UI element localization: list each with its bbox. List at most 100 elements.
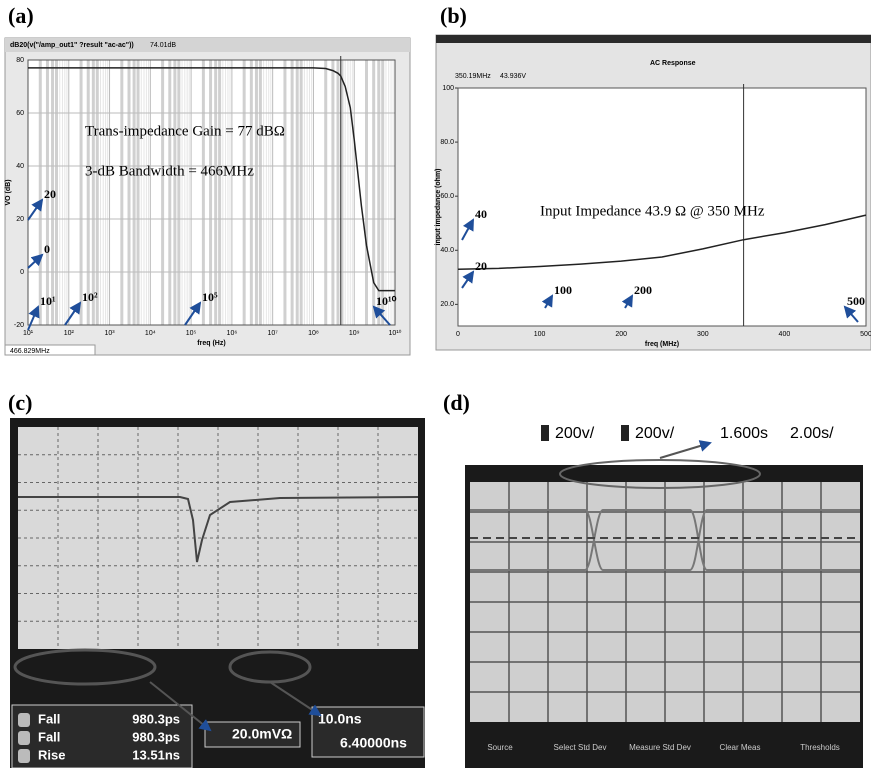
setting: 2.00s/ (790, 425, 834, 442)
x-tick-label: 10⁷ (268, 330, 279, 337)
y-axis-label: VO (dB) (5, 179, 12, 205)
scope-c-waveform (18, 496, 419, 563)
arrow (461, 218, 474, 241)
softkey: Select Std Dev (554, 743, 607, 752)
annotation: Input Impedance 43.9 Ω @ 350 MHz (540, 203, 765, 219)
row-value: 13.51ns (132, 747, 180, 762)
softkey: Source (487, 743, 513, 752)
softkey: Thresholds (800, 743, 840, 752)
panel-label: (c) (8, 390, 32, 415)
pointer (149, 681, 212, 732)
pointer (269, 681, 322, 717)
softkey: Measure Std Dev (629, 743, 691, 752)
line (28, 67, 395, 292)
header: dB20(v("/amp_out1" ?result "ac-ac")) (10, 42, 134, 49)
arrow-label: 10¹ (40, 294, 56, 308)
arrow (64, 301, 82, 326)
arrow (27, 253, 44, 269)
x-tick-label: 10¹ (23, 330, 34, 337)
arrow-label: 20 (475, 259, 487, 273)
setting: 1.600s (720, 425, 768, 442)
annotation: Trans-impedance Gain = 77 dBΩ (85, 123, 285, 139)
y-tick-label: 40.0 (440, 247, 454, 254)
pointer (659, 440, 712, 459)
eye-trace (470, 509, 860, 571)
cursor-label: 466.829MHz (10, 348, 50, 355)
softkey: Clear Meas (720, 743, 761, 752)
setting: 200v/ (555, 425, 595, 442)
y-tick-label: 20.0 (440, 301, 454, 308)
header: AC Response (650, 60, 696, 67)
arrow-label: 10¹⁰ (376, 294, 397, 308)
y-tick-label: 80 (16, 57, 24, 64)
x-tick-label: 10³ (104, 330, 115, 337)
x-tick-label: 400 (779, 331, 791, 338)
panel-label: (a) (8, 3, 34, 28)
channel-icon (18, 731, 30, 745)
plot-border (27, 59, 396, 326)
arrow-label: 200 (634, 283, 652, 297)
plot-border (457, 87, 867, 327)
arrow-label: 10⁵ (202, 290, 218, 304)
row-name: Fall (38, 711, 60, 726)
x-axis-label: freq (Hz) (197, 340, 225, 347)
x-tick-label: 10² (64, 330, 75, 337)
y-tick-label: 100 (442, 85, 454, 92)
scope-c-readout (11, 704, 193, 768)
arrow-label: 40 (475, 207, 487, 221)
arrow (372, 305, 391, 326)
arrow (621, 294, 634, 309)
row-name: Rise (38, 747, 65, 762)
x-tick-label: 0 (456, 331, 460, 338)
panel-b-titlebar (436, 35, 871, 43)
readout-x: 350.19MHz (455, 73, 491, 80)
arrow (27, 305, 40, 331)
x-tick-label: 10⁴ (145, 330, 156, 337)
x-tick-label: 200 (615, 331, 627, 338)
arrow (541, 294, 554, 309)
y-tick-label: 60.0 (440, 193, 454, 200)
arrow (184, 301, 202, 326)
y-axis-label: input impedance (ohm) (435, 169, 442, 246)
eye-trace (470, 509, 860, 571)
arrow-label: 0 (44, 242, 50, 256)
y-tick-label: -20 (14, 322, 24, 329)
x-tick-label: 100 (534, 331, 546, 338)
highlight (559, 459, 761, 489)
arrow-label: 10² (82, 290, 98, 304)
y-tick-label: 0 (20, 269, 24, 276)
readout-y: 43.936V (500, 73, 526, 80)
channel-icon (18, 713, 30, 727)
time-box (311, 706, 425, 758)
panel-label: (b) (440, 3, 467, 28)
arrow (843, 305, 859, 323)
y-tick-label: 60 (16, 110, 24, 117)
setting: 200v/ (635, 425, 675, 442)
row-value: 980.3ps (132, 729, 180, 744)
panel-a-toolbar (5, 38, 410, 52)
x-tick-label: 10¹⁰ (389, 329, 402, 337)
readout: 74.01dB (150, 42, 176, 49)
line (457, 214, 867, 270)
x-tick-label: 10⁹ (349, 330, 360, 337)
row-name: Fall (38, 729, 60, 744)
delay: 6.40000ns (340, 735, 407, 751)
arrow (27, 198, 44, 221)
y-tick-label: 20 (16, 216, 24, 223)
panel-label: (d) (443, 390, 470, 415)
scope-d-grid (470, 482, 860, 722)
x-tick-label: 300 (697, 331, 709, 338)
arrow-label: 20 (44, 187, 56, 201)
arrow (461, 270, 475, 289)
channel-icon (621, 425, 629, 441)
channel-icon (541, 425, 549, 441)
channel-icon (18, 749, 30, 763)
arrow-label: 100 (554, 283, 572, 297)
arrow-label: 500 (847, 294, 865, 308)
scope-c-grid (18, 427, 418, 649)
row-value: 980.3ps (132, 711, 180, 726)
panel-b-plot (458, 88, 866, 326)
x-tick-label: 10⁸ (308, 330, 319, 337)
x-axis-label: freq (MHz) (645, 341, 679, 348)
